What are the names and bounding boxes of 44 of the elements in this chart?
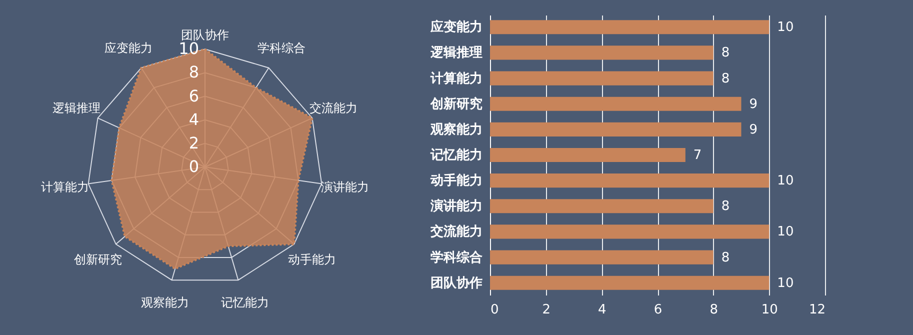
spoke-label: 创新研究: [74, 252, 122, 267]
spoke-label: 演讲能力: [320, 180, 369, 194]
data-label: 8: [721, 71, 730, 86]
x-tick-label: 0: [490, 302, 499, 318]
y-tick-label: 应变能力: [430, 19, 482, 36]
y-tick-label: 创新研究: [430, 96, 482, 112]
data-label: 10: [777, 20, 794, 36]
y-tick-label: 动手能力: [430, 172, 482, 189]
y-tick-label: 计算能力: [430, 70, 482, 86]
spoke-label: 逻辑推理: [52, 101, 100, 116]
y-tick-label: 2: [188, 133, 199, 152]
x-tick-label: 4: [598, 302, 606, 318]
y-tick-label: 团队协作: [430, 276, 482, 291]
y-tick-label: 交流能力: [430, 224, 482, 240]
data-label: 7: [693, 148, 702, 163]
spoke-label: 观察能力: [141, 296, 190, 310]
x-tick-label: 12: [808, 302, 826, 318]
y-tick-label: 逻辑推理: [430, 44, 482, 61]
x-tick-label: 10: [761, 302, 778, 318]
data-label: 8: [721, 199, 730, 214]
data-label: 10: [777, 224, 794, 240]
x-tick-label: 8: [710, 302, 718, 318]
x-tick-label: 2: [542, 302, 550, 318]
y-tick-label: 0: [188, 157, 199, 176]
y-tick-label: 学科综合: [430, 249, 482, 266]
spoke-label: 学科综合: [257, 41, 306, 56]
data-label: 9: [749, 96, 758, 112]
spoke-label: 动手能力: [288, 252, 336, 267]
data-label: 8: [721, 46, 730, 61]
data-label: 9: [749, 122, 758, 138]
data-label: 10: [777, 276, 794, 291]
data-label: 10: [777, 174, 794, 189]
y-tick-label: 观察能力: [430, 121, 482, 138]
data-label: 8: [721, 250, 730, 266]
spoke-label: 记忆能力: [220, 296, 269, 310]
y-tick-label: 6: [188, 86, 199, 106]
spoke-label: 计算能力: [41, 180, 90, 194]
y-tick-label: 8: [188, 62, 199, 82]
y-tick-label: 记忆能力: [430, 147, 482, 163]
y-tick-label: 演讲能力: [430, 198, 482, 214]
y-tick-label: 4: [188, 110, 199, 129]
spoke-label: 交流能力: [310, 101, 358, 116]
x-tick-label: 6: [654, 302, 662, 318]
spoke-label: 应变能力: [104, 41, 153, 56]
